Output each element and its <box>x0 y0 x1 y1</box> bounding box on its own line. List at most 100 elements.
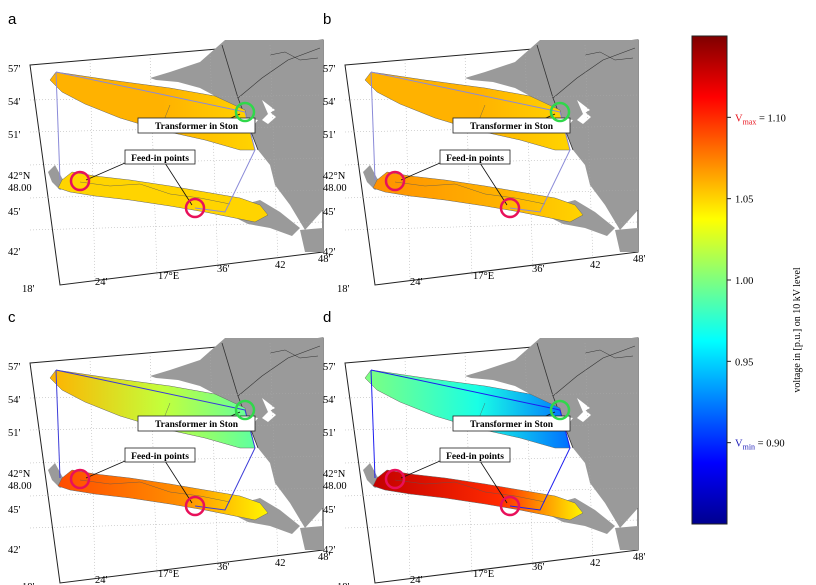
y-tick-label: 42' <box>8 545 21 556</box>
feedin-callout-label: Feed-in points <box>446 452 504 462</box>
feedin-marker <box>499 495 521 517</box>
feedin-marker <box>184 197 206 219</box>
x-tick-label: 18' <box>337 582 350 585</box>
x-tick-label: 48' <box>318 254 331 265</box>
transformer-callout-box <box>137 415 256 432</box>
x-tick-label: 18' <box>22 284 35 295</box>
x-tick-label: 24' <box>410 575 423 585</box>
x-tick-label: 24' <box>410 277 423 288</box>
colorbar: 1.05 1.00 0.95 Vmax = 1.10 Vmin = 0.90 vol… <box>691 35 803 525</box>
feedin-callout-label: Feed-in points <box>131 154 189 164</box>
panel-letter: d <box>323 309 331 326</box>
south-peninsula-region <box>57 171 269 223</box>
panel-letter: b <box>323 11 331 28</box>
y-tick-label: 54' <box>323 395 336 406</box>
feedin-marker <box>384 468 406 490</box>
feedin-marker <box>69 170 91 192</box>
colorbar-tick-label: 0.95 <box>735 357 753 368</box>
y-tick-label: 42°N <box>323 171 346 182</box>
south-peninsula-region <box>372 469 584 521</box>
y-tick-label: 54' <box>8 395 21 406</box>
x-tick-label: 17°E <box>473 569 494 580</box>
feedin-leader <box>479 162 508 206</box>
x-tick-label: 42 <box>590 558 601 569</box>
x-tick-label: 36' <box>217 562 230 573</box>
x-tick-label: 17°E <box>473 271 494 282</box>
colorbar-tick-label: 1.00 <box>735 276 753 287</box>
power-line-west <box>370 369 376 479</box>
colorbar-vmax-label: Vmax = 1.10 <box>735 113 786 126</box>
transformer-callout-label: Transformer in Ston <box>155 420 239 430</box>
power-line-west <box>55 71 61 181</box>
x-tick-label: 24' <box>95 277 108 288</box>
feedin-leader <box>85 162 126 181</box>
y-tick-label: 54' <box>323 97 336 108</box>
x-tick-label: 18' <box>337 284 350 295</box>
map-panel-c: Transformer in Ston Feed-in points c 57' 54'… <box>8 309 331 585</box>
panel-letter: c <box>8 309 16 326</box>
y-tick-label: 57' <box>323 64 336 75</box>
district-boundary <box>79 479 231 503</box>
feedin-marker <box>69 468 91 490</box>
transformer-marker <box>234 399 256 421</box>
y-tick-label: 48.00 <box>323 481 347 492</box>
south-peninsula-region <box>372 171 584 223</box>
y-tick-label: 48.00 <box>8 183 32 194</box>
y-tick-label: 48.00 <box>323 183 347 194</box>
transformer-marker <box>549 101 571 123</box>
feedin-leader <box>164 162 193 206</box>
district-boundary <box>394 181 546 205</box>
y-tick-label: 57' <box>323 362 336 373</box>
x-tick-label: 48' <box>633 254 646 265</box>
x-tick-label: 36' <box>217 264 230 275</box>
power-line-north <box>370 71 561 113</box>
transformer-callout-box <box>452 117 571 134</box>
colorbar-vmin-label: Vmin = 0.90 <box>735 439 785 452</box>
colorbar-tick-label: 1.05 <box>735 195 753 206</box>
feedin-marker <box>499 197 521 219</box>
power-line-west <box>55 369 61 479</box>
feedin-marker <box>384 170 406 192</box>
feedin-leader <box>479 460 508 504</box>
y-tick-label: 42' <box>323 545 336 556</box>
power-line-north <box>55 71 246 113</box>
y-tick-label: 51' <box>8 428 21 439</box>
x-tick-label: 36' <box>532 562 545 573</box>
power-line-north <box>55 369 246 411</box>
y-tick-label: 57' <box>8 362 21 373</box>
x-tick-label: 36' <box>532 264 545 275</box>
y-tick-label: 42°N <box>8 469 31 480</box>
transformer-callout-box <box>452 415 571 432</box>
south-peninsula-region <box>57 469 269 521</box>
y-tick-label: 45' <box>323 207 336 218</box>
transformer-marker <box>234 101 256 123</box>
x-tick-label: 42 <box>275 260 286 271</box>
x-tick-label: 42 <box>275 558 286 569</box>
x-tick-label: 17°E <box>158 271 179 282</box>
panel-letter: a <box>8 11 17 28</box>
transformer-marker <box>549 399 571 421</box>
transformer-callout-box <box>137 117 256 134</box>
transformer-callout-label: Transformer in Ston <box>470 420 554 430</box>
x-tick-label: 24' <box>95 575 108 585</box>
y-tick-label: 42' <box>323 247 336 258</box>
district-boundary <box>79 181 231 205</box>
colorbar-gradient <box>691 35 728 525</box>
x-tick-label: 42 <box>590 260 601 271</box>
y-tick-label: 57' <box>8 64 21 75</box>
feedin-callout-box <box>124 447 196 463</box>
colorbar-axis-label: voltage in [p.u.] on 10 kV level <box>792 267 803 393</box>
x-tick-label: 48' <box>633 552 646 563</box>
y-tick-label: 51' <box>323 130 336 141</box>
map-panel-a: Transformer in Ston Feed-in points a 57' 54'… <box>8 11 331 295</box>
map-panel-b: Transformer in Ston Feed-in points b 57' 54'… <box>323 11 646 295</box>
y-tick-label: 45' <box>8 207 21 218</box>
feedin-leader <box>400 162 441 181</box>
feedin-leader <box>85 460 126 479</box>
x-tick-label: 18' <box>22 582 35 585</box>
feedin-marker <box>184 495 206 517</box>
y-tick-label: 45' <box>323 505 336 516</box>
y-tick-label: 51' <box>8 130 21 141</box>
y-tick-label: 45' <box>8 505 21 516</box>
